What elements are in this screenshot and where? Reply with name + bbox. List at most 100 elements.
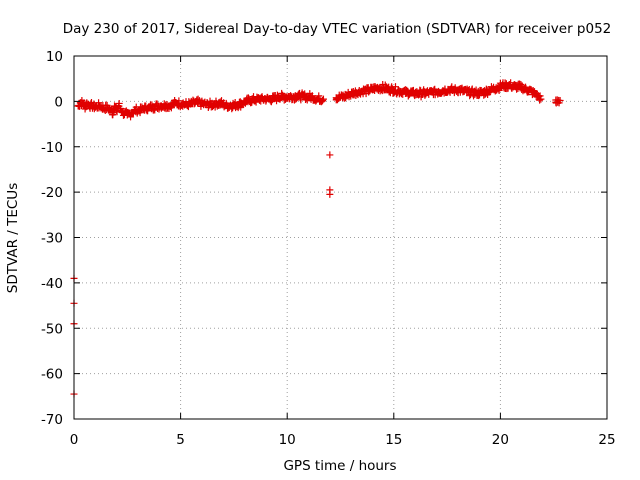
y-tick-label: -50 — [41, 321, 63, 337]
data-point — [460, 87, 468, 95]
data-point — [377, 84, 385, 92]
data-point — [358, 87, 366, 95]
data-point — [96, 102, 104, 110]
data-point — [435, 87, 443, 95]
data-point — [364, 86, 372, 94]
grid — [74, 56, 607, 419]
data-point — [518, 84, 526, 92]
data-point — [275, 93, 283, 101]
data-point — [187, 100, 195, 108]
data-point — [157, 102, 165, 110]
data-point — [217, 100, 225, 108]
data-point — [511, 83, 519, 91]
data-point — [422, 89, 430, 97]
data-point — [467, 88, 475, 96]
data-point — [396, 87, 404, 95]
y-tick-label: -40 — [41, 276, 63, 292]
x-tick-label: 5 — [176, 432, 185, 448]
data-point — [91, 103, 99, 111]
y-axis-label: SDTVAR / TECUs — [5, 183, 21, 293]
x-tick-label: 15 — [385, 432, 402, 448]
data-point — [524, 86, 532, 94]
y-tick-label: 10 — [46, 49, 63, 65]
data-point — [315, 92, 323, 100]
data-point — [255, 95, 263, 103]
data-point — [108, 109, 116, 117]
y-tick-label: 0 — [54, 94, 63, 110]
data-point — [308, 92, 316, 100]
y-tick-label: -10 — [41, 140, 63, 156]
data-point — [179, 100, 187, 108]
x-tick-label: 10 — [279, 432, 296, 448]
data-point — [119, 109, 127, 117]
data-point — [403, 88, 411, 96]
data-point — [268, 95, 276, 103]
data-point — [149, 103, 157, 111]
data-point — [492, 84, 500, 92]
data-point — [136, 106, 144, 114]
data-point — [128, 109, 136, 117]
data-point — [339, 93, 347, 101]
data-point — [113, 106, 121, 114]
y-tick-label: -20 — [41, 185, 63, 201]
data-point — [332, 94, 340, 102]
data-point — [447, 86, 455, 94]
data-point — [224, 102, 232, 110]
data-point — [211, 100, 219, 108]
data-point — [556, 96, 564, 104]
data-point — [428, 88, 436, 96]
data-point — [454, 86, 462, 94]
data-point — [95, 99, 103, 107]
data-point — [390, 86, 398, 94]
data-point — [441, 86, 449, 94]
x-tick-label: 0 — [70, 432, 79, 448]
data-point — [326, 151, 334, 159]
data-point — [300, 93, 308, 101]
data-point — [123, 111, 131, 119]
data-point — [319, 96, 327, 104]
data-point — [228, 105, 236, 113]
data-point — [345, 91, 353, 99]
data-point — [517, 80, 525, 88]
data-point — [236, 100, 244, 108]
data-point — [287, 93, 295, 101]
data-point — [115, 102, 123, 110]
data-point — [244, 94, 252, 102]
data-point — [243, 97, 251, 105]
data-point — [83, 100, 91, 108]
data-point — [409, 89, 417, 97]
data-point — [145, 104, 153, 112]
data-point — [249, 96, 257, 104]
y-tick-label: -30 — [41, 231, 63, 247]
x-tick-label: 25 — [598, 432, 615, 448]
data-point — [479, 88, 487, 96]
data-point — [313, 95, 321, 103]
data-point — [537, 95, 545, 103]
data-point — [166, 102, 174, 110]
data-point — [230, 101, 238, 109]
data-point — [194, 99, 202, 107]
data-point — [281, 93, 289, 101]
data-point — [473, 89, 481, 97]
data-point — [383, 85, 391, 93]
data-point — [204, 101, 212, 109]
data-point — [326, 190, 334, 198]
data-point — [319, 95, 327, 103]
data-point — [536, 92, 544, 100]
axis-ticks: 0 5 10 15 20 25 10 0 -10 -20 -30 -40 -50 -60 -70 — [41, 49, 616, 448]
x-axis-label: GPS time / hours — [283, 458, 396, 474]
data-point — [486, 86, 494, 94]
data-point — [183, 101, 191, 109]
data-point — [351, 88, 359, 96]
data-point — [505, 81, 513, 89]
data-point — [499, 81, 507, 89]
data-point — [294, 92, 302, 100]
data-point — [162, 101, 170, 109]
data-point — [262, 95, 270, 103]
data-point — [87, 102, 95, 110]
data-point — [531, 89, 539, 97]
data-point — [415, 89, 423, 97]
chart-title: Day 230 of 2017, Sidereal Day-to-day VTE… — [63, 21, 612, 37]
data-point — [371, 85, 379, 93]
